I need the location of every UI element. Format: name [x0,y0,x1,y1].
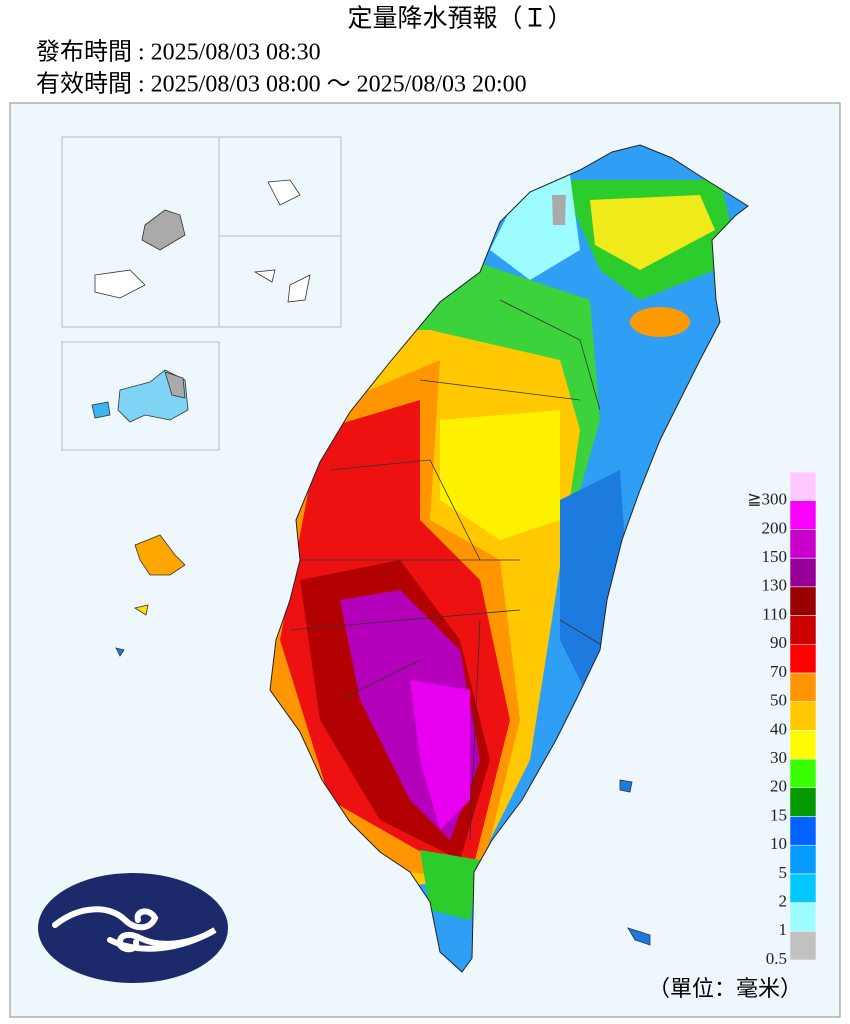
issued-time: 發布時間 : 2025/08/03 08:30 [36,39,321,66]
legend-swatch [789,730,817,760]
legend-swatch [789,931,817,961]
legend-label: ≧300 [747,490,787,509]
legend-label: 50 [770,691,787,710]
legend-swatch [789,873,817,903]
legend-label: 30 [770,748,787,767]
legend-label: 200 [762,518,788,537]
legend-swatch [789,615,817,645]
legend-swatch [789,500,817,530]
legend-label: 20 [770,777,787,796]
legend-swatch [789,844,817,875]
legend-swatch [789,643,817,674]
unit-label: （單位：毫米） [648,976,802,1001]
legend-label: 15 [770,805,787,824]
legend-label: 110 [762,604,787,623]
legend-label: 90 [770,633,787,652]
legend-label: 10 [770,834,787,853]
county-borders [289,299,611,841]
legend-swatch [789,557,817,588]
legend-swatch [789,787,817,817]
legend-swatch [789,816,817,846]
islands [91,179,651,946]
legend: 0.5 1 2 5 10 15 20 30 40 50 70 90 110 130 150 200 ≧300 [747,471,817,968]
legend-label: 1 [779,920,788,939]
legend-swatch [789,902,817,932]
legend-swatch [789,586,817,616]
logo [38,873,228,983]
legend-swatch [789,529,817,559]
legend-label: 5 [779,863,788,882]
title: 定量降水預報（Ｉ） [347,5,572,33]
inset-boxes [61,136,342,451]
legend-swatch [789,672,817,702]
legend-label: 70 [770,662,787,681]
legend-label: 130 [762,576,788,595]
legend-label: 150 [762,547,788,566]
valid-time: 有效時間 : 2025/08/03 08:00 ～ 2025/08/03 20:… [36,71,527,98]
legend-swatch [789,701,817,731]
legend-swatch [789,758,817,789]
legend-swatch [789,471,817,501]
legend-label: 40 [770,719,787,738]
coastline [269,144,749,973]
legend-label: 0.5 [766,949,787,968]
legend-label: 2 [779,891,788,910]
